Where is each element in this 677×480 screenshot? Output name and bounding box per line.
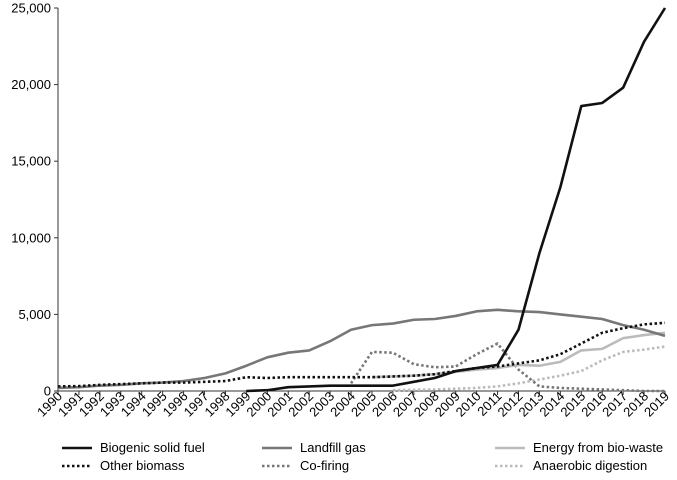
y-tick-label: 20,000 bbox=[11, 77, 51, 92]
legend-label: Biogenic solid fuel bbox=[100, 440, 205, 455]
series-line-co-firing bbox=[349, 342, 665, 393]
series-line-energy-from-bio-waste bbox=[371, 331, 666, 379]
series-line-landfill-gas bbox=[57, 308, 666, 390]
series-line-other-biomass bbox=[57, 321, 666, 388]
y-tick-label: 25,000 bbox=[11, 1, 51, 16]
legend-item-landfill-gas: Landfill gas bbox=[262, 440, 366, 455]
legend-label: Energy from bio-waste bbox=[533, 440, 663, 455]
legend-label: Anaerobic digestion bbox=[533, 458, 647, 473]
legend-item-other-biomass: Other biomass bbox=[62, 458, 185, 473]
legend-item-energy-from-bio-waste: Energy from bio-waste bbox=[495, 440, 663, 455]
x-axis: 1990199119921993199419951996199719981999… bbox=[34, 389, 672, 420]
series-line-biogenic-solid-fuel bbox=[246, 7, 667, 393]
series-line-anaerobic-digestion bbox=[392, 345, 666, 392]
x-tick-label: 2019 bbox=[641, 389, 672, 420]
y-axis: 0 5,000 10,000 15,000 20,000 25,000 bbox=[11, 1, 59, 399]
legend-item-biogenic-solid-fuel: Biogenic solid fuel bbox=[62, 440, 205, 455]
y-tick-label: 5,000 bbox=[18, 307, 51, 322]
legend-item-co-firing: Co-firing bbox=[262, 458, 349, 473]
series-layer bbox=[57, 7, 667, 393]
y-tick-label: 0 bbox=[44, 384, 51, 399]
legend-item-anaerobic-digestion: Anaerobic digestion bbox=[495, 458, 647, 473]
legend-label: Other biomass bbox=[100, 458, 185, 473]
legend: Biogenic solid fuel Landfill gas Energy fr… bbox=[62, 440, 663, 473]
y-tick-label: 15,000 bbox=[11, 154, 51, 169]
legend-label: Co-firing bbox=[300, 458, 349, 473]
legend-label: Landfill gas bbox=[300, 440, 366, 455]
y-tick-label: 10,000 bbox=[11, 230, 51, 245]
